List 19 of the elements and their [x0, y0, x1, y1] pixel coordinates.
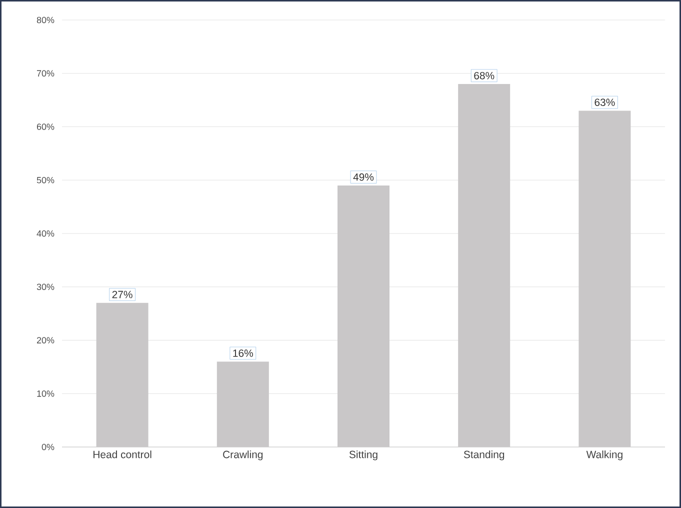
- x-tick-label: Standing: [464, 450, 504, 460]
- data-label: 68%: [474, 72, 494, 80]
- y-tick-label: 10%: [37, 390, 54, 397]
- x-tick-label: Sitting: [349, 450, 378, 460]
- x-tick-label: Crawling: [223, 450, 263, 460]
- y-tick-label: 50%: [36, 176, 54, 184]
- y-tick-label: 0%: [42, 444, 54, 450]
- y-tick-label: 60%: [36, 124, 54, 130]
- y-tick-label: 80%: [36, 16, 54, 24]
- data-label: 27%: [112, 290, 132, 298]
- y-tick-label: 20%: [36, 337, 54, 344]
- x-tick-label: Walking: [586, 450, 622, 460]
- data-label: 63%: [594, 98, 615, 106]
- x-tick-label: Head control: [94, 450, 152, 458]
- data-label: 49%: [353, 173, 374, 181]
- y-tick-label: 40%: [36, 230, 54, 237]
- y-tick-label: 30%: [36, 284, 54, 290]
- y-tick-label: 70%: [36, 70, 54, 77]
- data-label: 16%: [233, 350, 253, 357]
